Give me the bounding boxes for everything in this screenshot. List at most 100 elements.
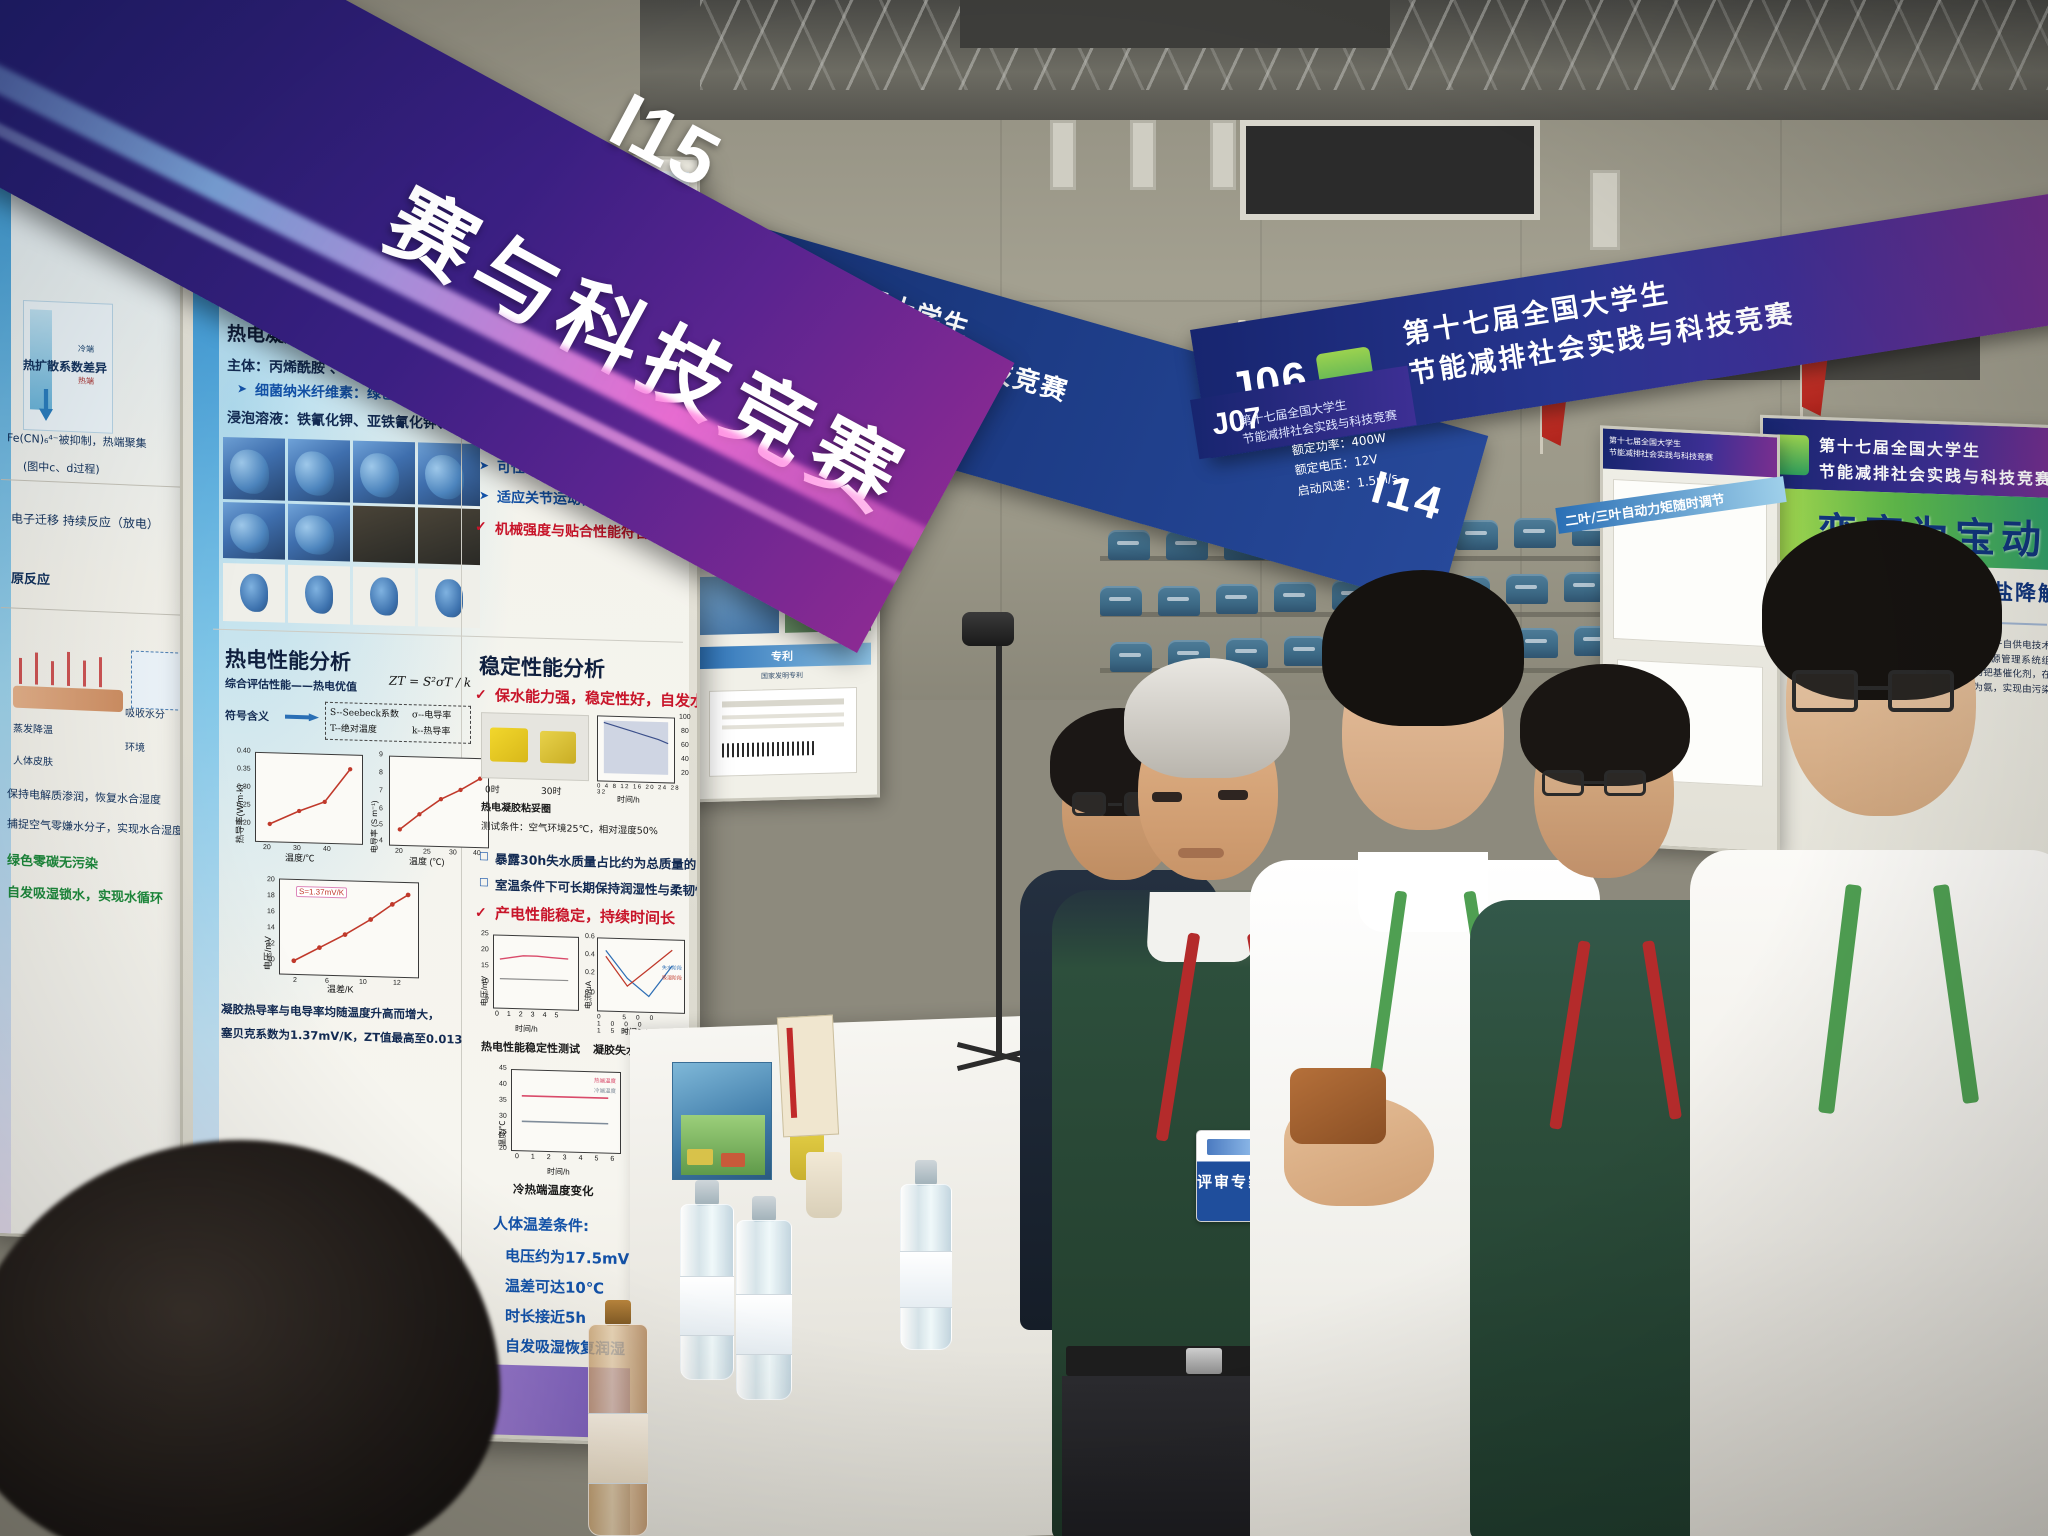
chart-retention-xlabel: 时间/h: [617, 794, 640, 805]
wall-seam: [640, 300, 2048, 302]
photo-strip-top: [223, 436, 480, 507]
left-board-bottom-5: 捕捉空气零嫌水分子，实现水合湿度: [7, 817, 183, 838]
left-board-bottom-6: 绿色零碳无污染: [7, 853, 99, 873]
photo: [353, 440, 415, 505]
bottom-conclusion-1: 温差可达10℃: [505, 1276, 605, 1298]
chart-water-loss-absorption: 失水阶段 吸湿阶段: [597, 937, 685, 1014]
water-bottle: [900, 1160, 952, 1350]
bullet-arrow-icon: ➤: [237, 381, 248, 396]
left-board-line-1: Fe(CN)₆⁴⁻被抑制，热端聚集: [7, 431, 147, 451]
bottom-conclusion-0: 电压约为17.5mV: [505, 1246, 630, 1269]
left-board-bottom-2: 吸收水分: [125, 708, 165, 721]
torso-white-shirt: [1690, 850, 2048, 1536]
chart-7-ylabel: 温度/℃: [498, 1120, 507, 1147]
photo: [353, 505, 415, 564]
bullet-arrow-icon: ➤: [479, 458, 490, 473]
chart-5-ylabel: 电流/μA: [584, 980, 593, 1010]
left-poster-board: 冷端 热端 热扩散系数差异 Fe(CN)₆⁴⁻被抑制，热端聚集 (图中c、d过程…: [0, 135, 200, 1245]
bullet-arrow-icon: ➤: [479, 488, 490, 503]
photo: [418, 442, 480, 507]
chart-hot-cold-end-temperature: 热端温度 冷端温度: [511, 1068, 621, 1155]
bottom-conclusion-heading: 人体温差条件:: [493, 1214, 589, 1236]
exhibit-card: [776, 1014, 840, 1138]
chart-1-ylabel: 热导率(W/m·k): [235, 784, 245, 844]
foreground-person-head: [0, 1140, 500, 1536]
bottom-conclusion-2: 时长接近5h: [505, 1306, 587, 1328]
eye: [1152, 792, 1182, 802]
chart-series: [521, 1095, 609, 1125]
beige-cup: [806, 1152, 842, 1218]
chart-5-legend-0: 失水阶段: [661, 965, 682, 972]
ceiling-beam: [960, 0, 1390, 48]
wall-window: [1050, 120, 1076, 190]
gel-sample-30h: [540, 730, 576, 764]
cold-end-label: 冷端: [78, 344, 94, 354]
mouth: [1178, 848, 1224, 858]
check-icon: ✓: [475, 685, 487, 703]
chart-series: [397, 776, 483, 832]
hair-grey: [1124, 658, 1290, 778]
left-board-line-3: 电子迁移 持续反应（放电）: [11, 511, 159, 532]
glasses-icon: [1792, 670, 1968, 714]
chart-series: [291, 892, 411, 964]
right-poster-banner: 第十七届全国大学生 节能减排社会实践与科技竞赛: [1763, 417, 2048, 499]
photo: [223, 501, 285, 560]
wall-display-panel: [1240, 120, 1540, 220]
chart-7-legend-1: 冷端温度: [593, 1088, 616, 1095]
left-board-bottom-0: 蒸发降温: [13, 723, 53, 737]
divider: [1, 607, 191, 617]
gel-before-after-photos: [481, 712, 589, 782]
symbol-legend-box: S--Seebeck系数 T--绝对温度 σ--电导率 k--热导率: [325, 701, 471, 744]
symbol-0: S--Seebeck系数: [330, 707, 399, 720]
chart-5-legend-1: 吸湿阶段: [661, 975, 682, 982]
light-stand-pole: [996, 640, 1002, 1060]
chart-voltage-stability: [493, 934, 579, 1011]
wall-window: [1210, 120, 1236, 190]
chart-3-xlabel: 温差/K: [327, 983, 354, 995]
wall-window: [1590, 170, 1620, 250]
check-icon: ✓: [475, 903, 487, 921]
symbol-meaning-label: 符号含义: [225, 708, 269, 724]
mid-poster-patent-certificate: [709, 686, 857, 777]
mid-poster-patent-caption: 国家发明专利: [761, 671, 803, 681]
symbol-3: k--热导率: [412, 726, 451, 738]
photo: [418, 568, 480, 629]
photo-strip-white: [223, 562, 480, 629]
collar: [1146, 892, 1258, 962]
left-board-bottom-3: 环境: [125, 742, 145, 755]
chart-7-xlabel: 时间/h: [547, 1166, 570, 1177]
hair: [1520, 664, 1690, 786]
water-bottle-brown: [588, 1300, 648, 1536]
chart-4-ylabel: 电压/mV: [480, 975, 489, 1007]
mid-right-line1: 第十七届全国大学生: [1609, 435, 1681, 449]
chart-electrical-conductivity: [389, 755, 489, 849]
gel-time-label-0: 0时: [485, 785, 500, 796]
chart-1-xlabel: 温度/℃: [285, 852, 315, 864]
exhibit-model-display: [672, 1062, 772, 1180]
water-bottle: [680, 1180, 734, 1380]
chart-4-xlabel: 时间/h: [515, 1024, 538, 1034]
check-icon: ✓: [475, 517, 487, 535]
left-board-line-4: 原反应: [11, 571, 51, 589]
cold-hot-caption: 冷热端温度变化: [513, 1182, 594, 1199]
hot-end-label: 热端: [78, 376, 94, 386]
chart-series: [603, 720, 669, 775]
gel-time-label-1: 30时: [541, 786, 562, 798]
photo: [223, 436, 285, 501]
stability-heading: 稳定性能分析: [479, 654, 605, 682]
wall-window: [1130, 120, 1156, 190]
left-board-bottom-4: 保持电解质渗润，恢复水合湿度: [7, 787, 161, 807]
held-object: [1290, 1068, 1386, 1144]
stability-test-caption: 热电凝胶粘妥圈: [481, 802, 551, 816]
belt-buckle: [1186, 1348, 1222, 1374]
hair: [1322, 570, 1524, 726]
chart-retention-xticks: 0 4 8 12 16 20 24 28 32: [597, 783, 681, 796]
photo: [353, 566, 415, 627]
glasses-icon: [1542, 770, 1662, 800]
person-visitor-right: [1690, 520, 2048, 1536]
stability-chart-caption-left: 热电性能稳定性测试: [481, 1040, 580, 1056]
right-poster-banner-line1: 第十七届全国大学生: [1819, 435, 1982, 461]
chart-series: [499, 955, 569, 982]
